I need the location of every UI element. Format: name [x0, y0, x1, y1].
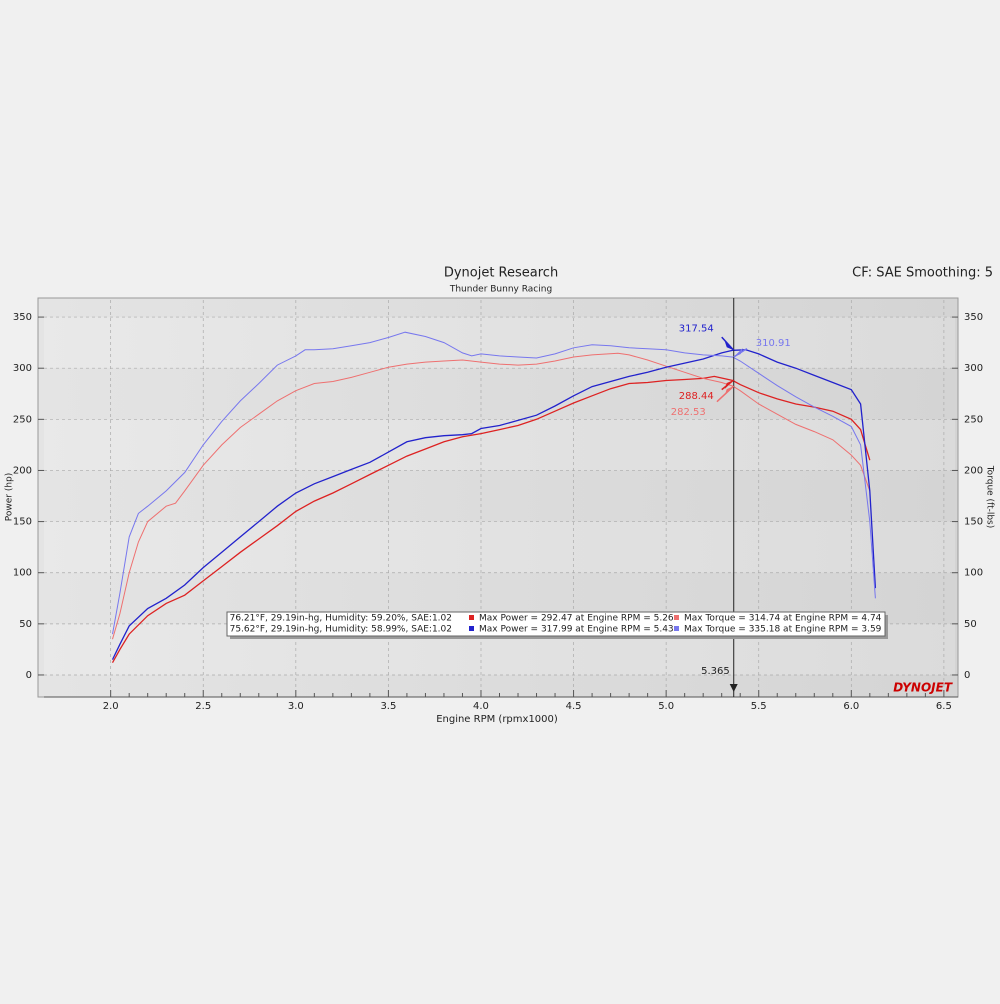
readout-label: 282.53 [671, 407, 706, 418]
y-axis-label: Power (hp) [5, 473, 15, 522]
y-tick-label: 150 [13, 517, 32, 528]
readout-arrowhead [724, 380, 734, 390]
y2-tick-label: 250 [964, 414, 983, 425]
legend-swatch [674, 615, 679, 620]
x-tick-label: 6.5 [936, 701, 952, 712]
x-tick-label: 5.0 [658, 701, 674, 712]
x-tick-label: 4.0 [473, 701, 489, 712]
legend-swatch [469, 615, 474, 620]
chart-subtitle: Thunder Bunny Racing [449, 285, 552, 295]
legend-label: Max Power = 292.47 at Engine RPM = 5.26 [479, 614, 674, 624]
y2-axis-label: Torque (ft-lbs) [985, 465, 995, 529]
x-tick-label: 4.5 [566, 701, 582, 712]
legend-conditions: 75.62°F, 29.19in-hg, Humidity: 58.99%, S… [230, 625, 452, 635]
corner-text: CF: SAE Smoothing: 5 [852, 266, 993, 281]
y-tick-label: 200 [13, 465, 32, 476]
y-tick-label: 50 [19, 619, 32, 630]
x-tick-label: 3.0 [288, 701, 304, 712]
y2-tick-label: 300 [964, 363, 983, 374]
y2-tick-label: 100 [964, 568, 983, 579]
series-line [111, 349, 877, 660]
readout-arrowhead [724, 341, 734, 351]
readout-arrowhead [733, 348, 743, 358]
y2-tick-label: 150 [964, 517, 983, 528]
x-tick-label: 6.0 [843, 701, 859, 712]
logo: DYNOJET [893, 681, 953, 695]
legend-conditions: 76.21°F, 29.19in-hg, Humidity: 59.20%, S… [230, 614, 452, 624]
legend-label: Max Torque = 335.18 at Engine RPM = 3.59 [684, 625, 882, 635]
readout-arrow [721, 336, 735, 351]
legend-label: Max Power = 317.99 at Engine RPM = 5.43 [479, 625, 674, 635]
plot-layer: 0 50 100 150 200 250 300 350 0 50 100 150 200 250 300 3… [13, 298, 983, 712]
y-tick-label: 100 [13, 568, 32, 579]
band [44, 317, 955, 369]
series-line [111, 375, 871, 664]
x-tick-label: 3.5 [380, 701, 396, 712]
readout-label: 317.54 [679, 323, 714, 334]
y-tick-label: 250 [13, 414, 32, 425]
band [44, 419, 955, 471]
y2-tick-label: 200 [964, 465, 983, 476]
readout-label: 310.91 [756, 338, 791, 349]
readout-arrowhead [724, 386, 734, 396]
x-tick-label: 2.5 [195, 701, 211, 712]
chart-title: Dynojet Research [444, 266, 558, 281]
y-tick-label: 300 [13, 363, 32, 374]
y2-tick-label: 50 [964, 619, 977, 630]
y-tick-label: 0 [26, 670, 32, 681]
series-line [112, 352, 871, 640]
readout-label: 288.44 [679, 391, 714, 402]
legend-box [226, 611, 886, 637]
legend-swatch [674, 626, 679, 631]
y2-tick-label: 0 [964, 670, 970, 681]
cursor-label: 5.365 [701, 666, 730, 677]
band [44, 521, 955, 573]
x-tick-label: 2.0 [103, 701, 119, 712]
y-tick-label: 350 [13, 312, 32, 323]
legend-swatch [469, 626, 474, 631]
x-axis-label: Engine RPM (rpmx1000) [436, 714, 558, 725]
series-line [112, 331, 876, 635]
x-tick-label: 5.5 [751, 701, 767, 712]
cursor-arrow [729, 684, 738, 692]
y2-tick-label: 350 [964, 312, 983, 323]
legend-label: Max Torque = 314.74 at Engine RPM = 4.74 [684, 614, 882, 624]
